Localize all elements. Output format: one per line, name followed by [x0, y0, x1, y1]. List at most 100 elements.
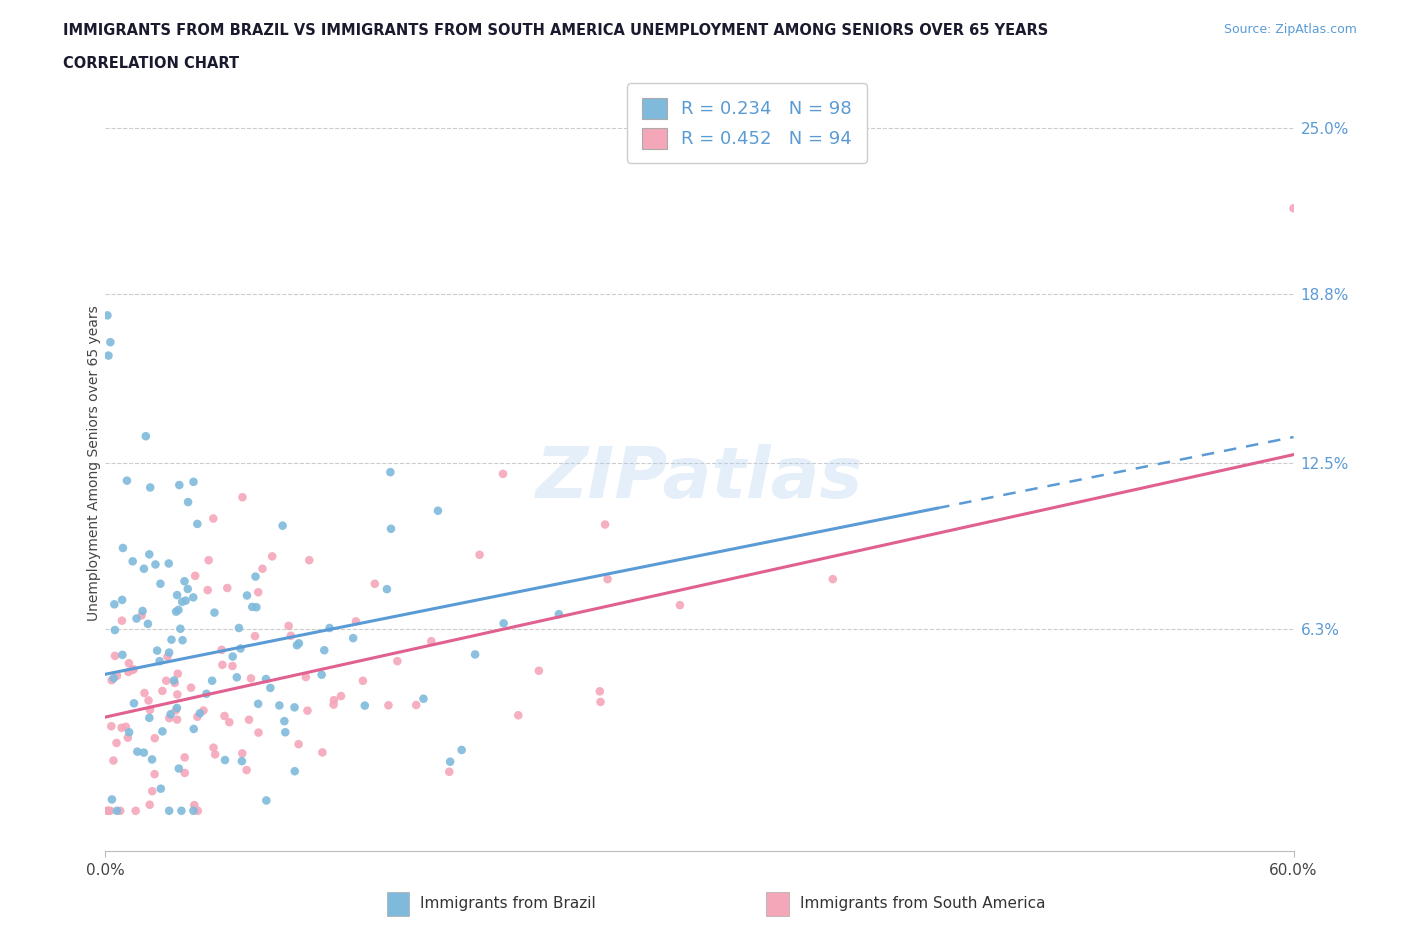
Point: [183, 722, 205, 737]
Point: [157, 556, 180, 571]
Point: [103, 597, 125, 612]
Point: [252, 562, 274, 577]
Text: Immigrants from Brazil: Immigrants from Brazil: [420, 897, 596, 911]
Point: [166, 666, 188, 681]
Point: [173, 765, 195, 780]
Point: [170, 804, 193, 818]
Point: [157, 645, 180, 660]
Point: [195, 686, 218, 701]
Point: [254, 671, 277, 686]
Point: [184, 568, 207, 583]
Point: [101, 792, 124, 807]
Point: [122, 696, 145, 711]
Point: [172, 594, 194, 609]
Point: [121, 662, 143, 677]
Point: [139, 480, 162, 495]
Point: [96, 804, 118, 818]
Point: [420, 633, 443, 648]
Point: [122, 662, 145, 677]
Text: ZIPatlas: ZIPatlas: [536, 444, 863, 512]
Point: [247, 725, 270, 740]
Point: [163, 675, 186, 690]
Point: [285, 638, 308, 653]
Point: [104, 648, 127, 663]
Point: [221, 658, 243, 673]
Point: [231, 490, 253, 505]
Point: [269, 698, 291, 713]
Point: [311, 745, 333, 760]
Point: [295, 670, 318, 684]
Point: [167, 761, 190, 776]
Point: [167, 603, 190, 618]
Point: [273, 713, 295, 728]
Point: [97, 348, 120, 363]
Y-axis label: Unemployment Among Seniors over 65 years: Unemployment Among Seniors over 65 years: [87, 305, 101, 620]
Point: [247, 585, 270, 600]
Point: [165, 604, 187, 619]
Point: [201, 673, 224, 688]
Point: [236, 588, 259, 603]
Point: [104, 622, 127, 637]
Point: [183, 804, 205, 818]
Point: [117, 730, 139, 745]
Point: [111, 592, 134, 607]
Point: [149, 577, 172, 591]
Point: [669, 598, 692, 613]
Point: [593, 517, 616, 532]
Point: [245, 569, 267, 584]
Point: [589, 684, 612, 698]
Text: Source: ZipAtlas.com: Source: ZipAtlas.com: [1223, 23, 1357, 36]
Point: [240, 600, 263, 615]
Text: CORRELATION CHART: CORRELATION CHART: [63, 56, 239, 71]
Point: [111, 613, 134, 628]
Point: [214, 709, 236, 724]
Point: [387, 654, 409, 669]
Point: [322, 698, 344, 712]
Point: [96, 308, 118, 323]
Point: [311, 668, 333, 683]
Point: [132, 562, 155, 577]
Point: [115, 473, 138, 488]
Point: [124, 804, 146, 818]
Point: [821, 572, 844, 587]
Point: [318, 620, 340, 635]
Point: [141, 784, 163, 799]
Point: [177, 495, 200, 510]
Point: [159, 707, 181, 722]
Point: [105, 804, 128, 818]
Point: [271, 518, 294, 533]
Point: [173, 750, 195, 764]
Point: [439, 764, 461, 779]
Point: [177, 581, 200, 596]
Point: [114, 719, 136, 734]
Point: [352, 673, 374, 688]
Point: [247, 697, 270, 711]
Point: [98, 804, 121, 818]
Point: [547, 606, 569, 621]
Point: [280, 629, 302, 644]
Point: [202, 512, 225, 526]
Point: [148, 654, 170, 669]
Point: [100, 719, 122, 734]
Point: [380, 465, 402, 480]
Point: [262, 549, 284, 564]
Point: [155, 673, 177, 688]
Point: [141, 752, 163, 767]
Point: [138, 711, 160, 725]
Point: [121, 554, 143, 569]
Point: [225, 670, 247, 684]
Point: [197, 583, 219, 598]
Point: [202, 740, 225, 755]
Point: [1282, 201, 1305, 216]
Point: [259, 681, 281, 696]
Point: [377, 698, 399, 712]
Point: [197, 552, 219, 567]
Point: [464, 647, 486, 662]
Point: [228, 620, 250, 635]
Point: [143, 731, 166, 746]
Point: [186, 516, 208, 531]
Point: [169, 621, 191, 636]
Point: [110, 721, 132, 736]
Point: [166, 700, 188, 715]
Point: [166, 687, 188, 702]
